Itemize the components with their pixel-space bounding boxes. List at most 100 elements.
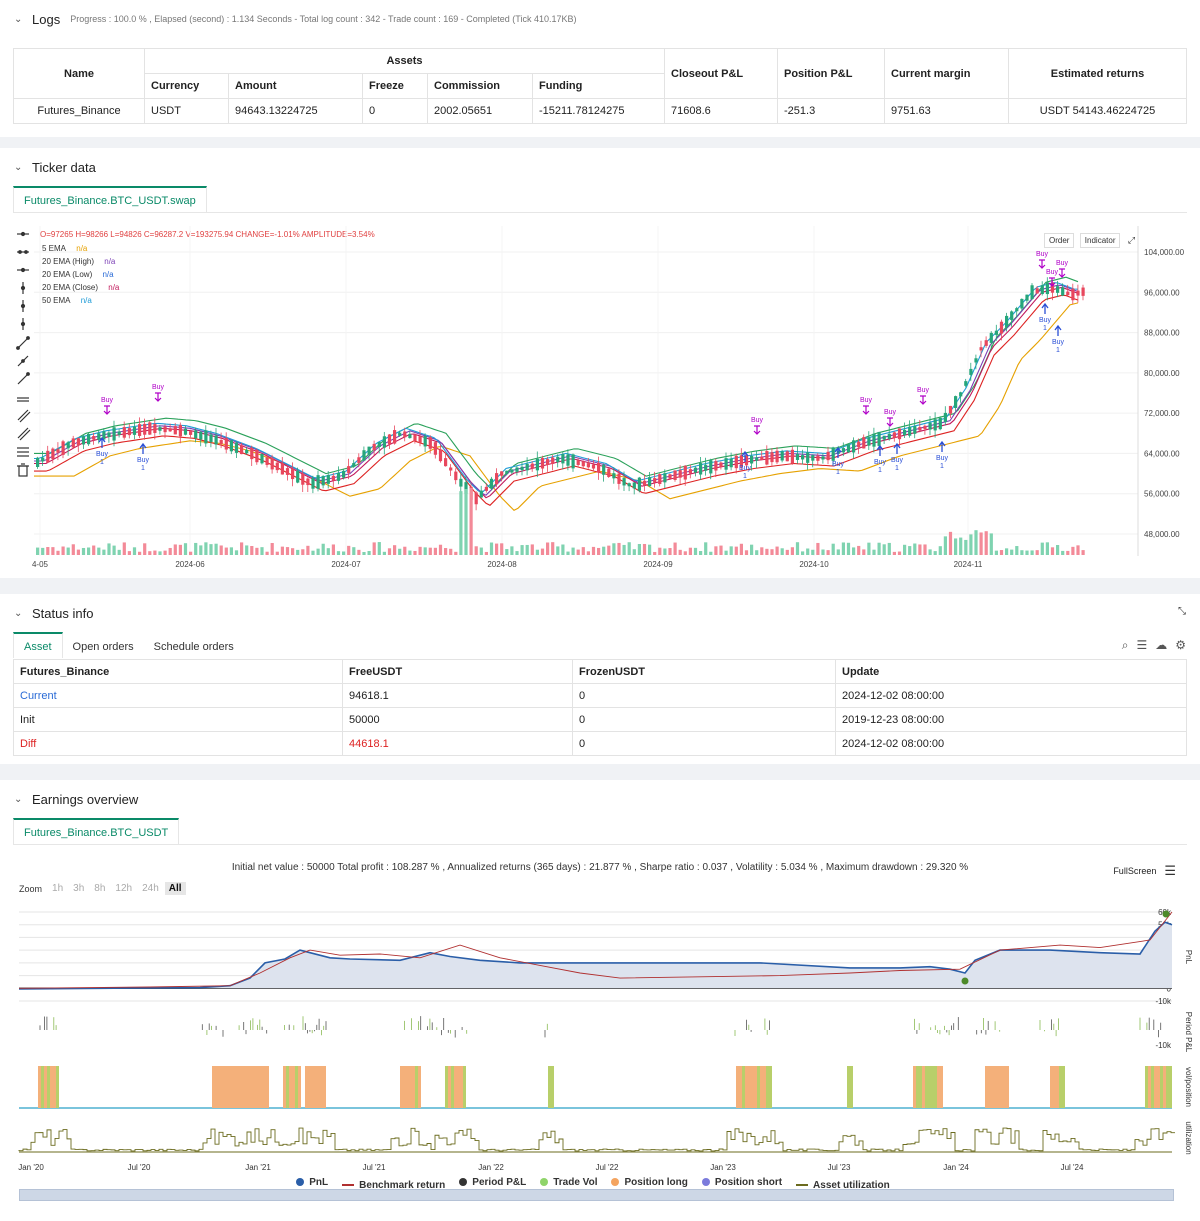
candle <box>484 486 488 491</box>
tab-asset[interactable]: Asset <box>13 632 63 658</box>
legend-label: Period P&L <box>472 1176 527 1188</box>
chevron-down-icon[interactable]: ⌄ <box>14 607 23 619</box>
row-label-diff: Diff <box>13 731 343 756</box>
chevron-down-icon[interactable]: ⌄ <box>14 13 23 25</box>
candle <box>612 473 616 479</box>
candle <box>892 432 896 438</box>
collapse-icon[interactable]: ⤡ <box>1178 606 1186 617</box>
candle <box>714 461 718 471</box>
position-bar <box>1157 1066 1160 1108</box>
volume-bar <box>505 549 509 555</box>
position-bar <box>1006 1066 1009 1108</box>
search-icon[interactable]: ⌕ <box>1121 638 1129 652</box>
tab-schedule-orders[interactable]: Schedule orders <box>143 634 244 660</box>
volume-bar <box>729 546 733 555</box>
tab-earnings-symbol[interactable]: Futures_Binance.BTC_USDT <box>13 818 180 844</box>
buy-marker-label: Buy <box>137 457 150 464</box>
candle <box>974 358 978 363</box>
position-bar <box>239 1066 242 1108</box>
volume-bar <box>622 544 626 555</box>
col-name: Name <box>13 48 145 99</box>
candle <box>342 470 346 478</box>
volume-bar <box>245 545 249 555</box>
candle <box>189 431 193 435</box>
volume-bar <box>648 544 652 555</box>
volume-bar <box>612 543 616 555</box>
position-bar <box>245 1066 248 1108</box>
candle <box>678 470 682 478</box>
indicator-button[interactable]: Indicator <box>1079 233 1121 248</box>
zoom-all[interactable]: All <box>164 882 186 895</box>
volume-bar <box>87 547 91 555</box>
volume-bar <box>688 547 692 555</box>
candle <box>984 340 988 346</box>
cell: 2019-12-23 08:00:00 <box>835 707 1187 732</box>
order-button[interactable]: Order <box>1044 233 1075 248</box>
status-header[interactable]: ⌄ Status info ⤡ <box>0 594 1200 632</box>
position-bar <box>236 1066 239 1108</box>
chevron-down-icon[interactable]: ⌄ <box>14 161 23 173</box>
position-bar <box>286 1066 289 1108</box>
tab-ticker-symbol[interactable]: Futures_Binance.BTC_USDT.swap <box>13 186 207 212</box>
candle <box>540 458 545 469</box>
legend-value: n/a <box>78 296 92 305</box>
candle <box>143 423 147 435</box>
expand-icon[interactable]: ⤢ <box>1127 235 1136 245</box>
zoom-1h[interactable]: 1h <box>52 883 64 894</box>
zoom-3h[interactable]: 3h <box>73 883 85 894</box>
candle <box>234 442 239 453</box>
earnings-header[interactable]: ⌄ Earnings overview <box>0 780 1200 818</box>
legend-item[interactable]: Period P&L <box>459 1177 526 1188</box>
download-icon[interactable]: ☁ <box>1155 638 1168 652</box>
volume-bar <box>673 542 677 555</box>
position-bar <box>314 1066 317 1108</box>
arrow-down-icon <box>1058 268 1066 278</box>
volume-bar <box>122 542 126 555</box>
position-bar <box>257 1066 260 1108</box>
position-bar <box>418 1066 421 1108</box>
volume-bar <box>168 547 172 555</box>
position-bar <box>988 1066 991 1108</box>
navigator-scrollbar[interactable] <box>19 1189 1174 1201</box>
legend-item[interactable]: Asset utilization <box>796 1180 890 1191</box>
legend-item[interactable]: Benchmark return <box>342 1180 445 1191</box>
volume-bar <box>561 544 565 555</box>
zoom-8h[interactable]: 8h <box>94 883 106 894</box>
candle <box>1081 287 1085 296</box>
volume-bar <box>178 544 182 555</box>
legend-item[interactable]: PnL <box>296 1177 328 1188</box>
zoom-24h[interactable]: 24h <box>142 883 159 894</box>
volume-bar <box>811 549 815 555</box>
volume-bar <box>948 531 953 555</box>
menu-icon[interactable]: ☰ <box>1164 863 1176 878</box>
logs-header[interactable]: ⌄ Logs Progress : 100.0 % , Elapsed (sec… <box>0 0 1200 38</box>
candle <box>882 435 886 440</box>
list-icon[interactable]: ☰ <box>1136 638 1148 652</box>
ticker-header[interactable]: ⌄ Ticker data <box>0 148 1200 186</box>
candle <box>336 472 341 481</box>
legend-item[interactable]: Position long <box>611 1177 688 1188</box>
legend-item[interactable]: Trade Vol <box>540 1177 597 1188</box>
chevron-down-icon[interactable]: ⌄ <box>14 793 23 805</box>
candle <box>627 483 631 487</box>
ohlc-readout: O=97265 H=98266 L=94826 C=96287.2 V=1932… <box>40 230 375 239</box>
volume-bar <box>709 551 713 555</box>
position-bar <box>230 1066 233 1108</box>
candle <box>71 438 75 448</box>
ema-line <box>34 284 1079 496</box>
drawing-tools-icons[interactable] <box>14 226 32 506</box>
volume-bar <box>403 546 407 555</box>
candle <box>831 447 835 461</box>
fullscreen-button[interactable]: FullScreen <box>1113 866 1157 876</box>
candle <box>699 463 703 475</box>
zoom-12h[interactable]: 12h <box>115 883 133 894</box>
gear-icon[interactable]: ⚙ <box>1175 638 1186 652</box>
candle <box>750 455 754 464</box>
volume-bar <box>841 542 845 555</box>
legend-value: n/a <box>100 270 114 279</box>
x-tick-label: Jul '21 <box>363 1163 386 1172</box>
tab-open-orders[interactable]: Open orders <box>62 634 144 660</box>
volume-bar <box>382 551 386 555</box>
legend-item[interactable]: Position short <box>701 1177 782 1188</box>
